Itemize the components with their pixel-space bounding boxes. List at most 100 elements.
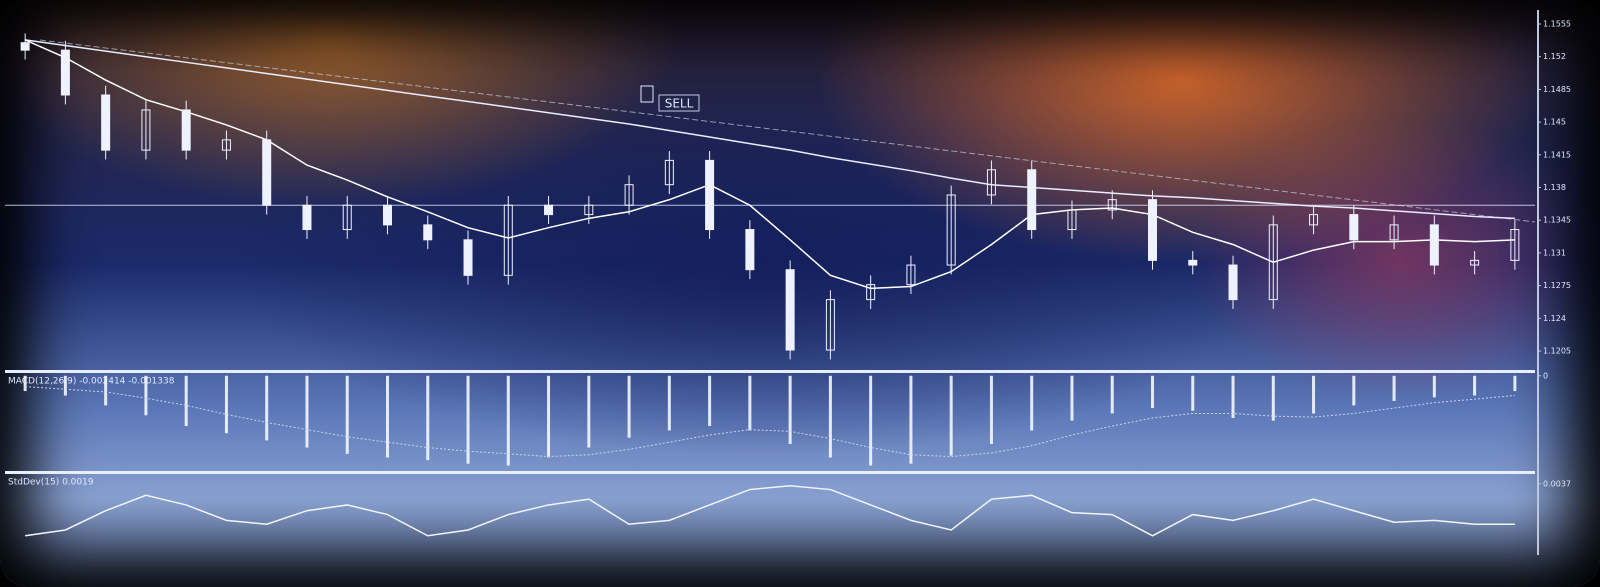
candle-body: [1067, 209, 1077, 231]
histogram-bar: [708, 375, 712, 427]
histogram-bar: [869, 375, 873, 466]
histogram-bar: [949, 375, 953, 456]
trend-line: [39, 39, 1536, 223]
y-tick-label: 1.152: [1543, 52, 1566, 61]
y-tick-label: 1.1345: [1543, 216, 1571, 225]
candle-body: [544, 204, 554, 216]
candle-body: [946, 194, 956, 266]
candle-body: [624, 184, 634, 206]
panel-title: MACD(12,26,9) -0.002414 -0.001338: [8, 377, 175, 387]
histogram-bar: [667, 375, 671, 431]
candle-body: [463, 239, 473, 276]
histogram-bar: [1110, 375, 1114, 414]
panel-title: StdDev(15) 0.0019: [8, 478, 94, 488]
moving-average: [24, 39, 1515, 290]
candle-body: [1148, 199, 1157, 261]
y-tick-label: 1.145: [1543, 118, 1566, 127]
y-tick-label: 1.1555: [1543, 20, 1571, 29]
histogram-bar: [1312, 375, 1316, 414]
candle-body: [302, 204, 312, 231]
histogram-bar: [1231, 375, 1235, 418]
panel-separator: [5, 471, 1535, 474]
candle-body: [1228, 264, 1238, 301]
candle-body: [1470, 259, 1480, 266]
panel-separator: [5, 370, 1535, 373]
histogram-bar: [748, 375, 752, 431]
sell-box: [658, 94, 700, 112]
histogram-bar: [1392, 375, 1396, 401]
histogram-bar: [1513, 375, 1517, 392]
moving-average: [25, 39, 1515, 220]
histogram-bar: [1432, 375, 1436, 398]
histogram-bar: [426, 375, 430, 461]
candle-body: [1309, 214, 1319, 226]
candle-body: [1107, 199, 1117, 211]
y-tick-label: 1.1415: [1543, 150, 1571, 159]
candle-body: [383, 204, 392, 226]
histogram-bar: [1352, 375, 1356, 406]
sell-icon: [640, 85, 654, 103]
y-tick-label: 1.1275: [1543, 281, 1571, 290]
histogram-bar: [466, 375, 470, 464]
candle-body: [584, 204, 594, 216]
candle-body: [1510, 229, 1520, 261]
histogram-bar: [788, 375, 792, 444]
candle-body: [60, 49, 70, 96]
histogram-bar: [989, 375, 993, 444]
histogram-bar: [828, 375, 832, 458]
candle-body: [1429, 224, 1439, 266]
signal-line: [25, 386, 1515, 458]
candle-body: [262, 139, 272, 206]
y-tick-label: 1.1485: [1543, 85, 1571, 94]
candle-body: [1389, 224, 1399, 241]
histogram-bar: [627, 375, 631, 438]
candle-body: [1027, 169, 1037, 231]
histogram-bar: [23, 375, 27, 392]
y-tick-label: 0: [1543, 371, 1548, 380]
candle-body: [664, 159, 674, 186]
histogram-bar: [386, 375, 389, 458]
candle-body: [745, 229, 755, 271]
y-tick-label: 1.138: [1543, 183, 1566, 192]
histogram-bar: [587, 375, 591, 448]
annotation: SELL: [665, 97, 694, 111]
histogram-bar: [506, 375, 510, 466]
candle-body: [825, 299, 835, 351]
candle-body: [20, 42, 30, 51]
histogram-bar: [1070, 375, 1074, 421]
candle-body: [1188, 259, 1198, 266]
candle-body: [1349, 214, 1359, 241]
candle-body: [1268, 224, 1278, 301]
histogram-bar: [547, 375, 551, 458]
histogram-bar: [104, 375, 108, 406]
y-tick-label: 1.131: [1543, 248, 1566, 257]
price-axis: [1537, 10, 1539, 555]
candle-body: [101, 94, 111, 151]
histogram-bar: [909, 375, 913, 464]
y-tick-label: 1.1205: [1543, 346, 1571, 355]
candle-body: [503, 204, 513, 276]
histogram-bar: [224, 375, 228, 434]
candle-body: [141, 109, 151, 151]
candle-body: [866, 284, 876, 301]
histogram-bar: [265, 375, 269, 441]
histogram-bar: [345, 375, 349, 454]
histogram-bar: [144, 375, 148, 416]
candle-body: [785, 269, 795, 351]
candle-body: [705, 159, 715, 231]
histogram-bar: [184, 375, 188, 427]
histogram-bar: [1030, 375, 1034, 431]
y-tick-label: 1.124: [1543, 314, 1566, 323]
candle-body: [986, 169, 996, 196]
candle-body: [906, 264, 916, 286]
histogram-bar: [1473, 375, 1477, 396]
histogram-bar: [1151, 375, 1154, 409]
candle-body: [221, 139, 231, 151]
candle-body: [423, 224, 433, 241]
histogram-bar: [1191, 375, 1195, 411]
indicator-line: [25, 484, 1515, 537]
y-tick-label: 0.0037: [1543, 479, 1571, 488]
